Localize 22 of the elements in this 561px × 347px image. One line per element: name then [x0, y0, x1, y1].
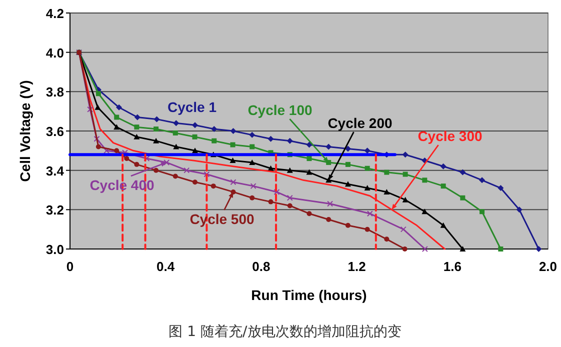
x-tick-label: 0: [66, 259, 74, 274]
y-tick-label: 3.0: [46, 242, 64, 257]
y-tick-label: 4.0: [46, 45, 64, 60]
y-axis-title: Cell Voltage (V): [17, 80, 33, 182]
x-tick-label: 0.4: [156, 259, 176, 274]
x-tick-label: 2.0: [538, 259, 558, 274]
series-label: Cycle 300: [418, 128, 482, 144]
y-tick-label: 3.6: [46, 124, 64, 139]
y-tick-label: 3.2: [46, 202, 64, 218]
y-tick-label: 3.8: [46, 84, 64, 100]
series-label: Cycle 100: [248, 102, 312, 118]
series-label: Cycle 400: [90, 177, 154, 193]
caption: 图 1 随着充/放电次数的增加阻抗的变: [168, 324, 402, 340]
y-tick-label: 4.2: [46, 6, 64, 21]
series-label: Cycle 200: [328, 115, 392, 131]
x-tick-label: 1.6: [443, 259, 462, 274]
x-axis-title: Run Time (hours): [251, 287, 367, 303]
y-tick-label: 3.4: [46, 163, 65, 178]
x-tick-label: 0.8: [252, 259, 270, 274]
x-tick-label: 1.2: [348, 259, 366, 274]
series-label: Cycle 1: [167, 99, 217, 115]
series-label: Cycle 500: [190, 211, 254, 227]
